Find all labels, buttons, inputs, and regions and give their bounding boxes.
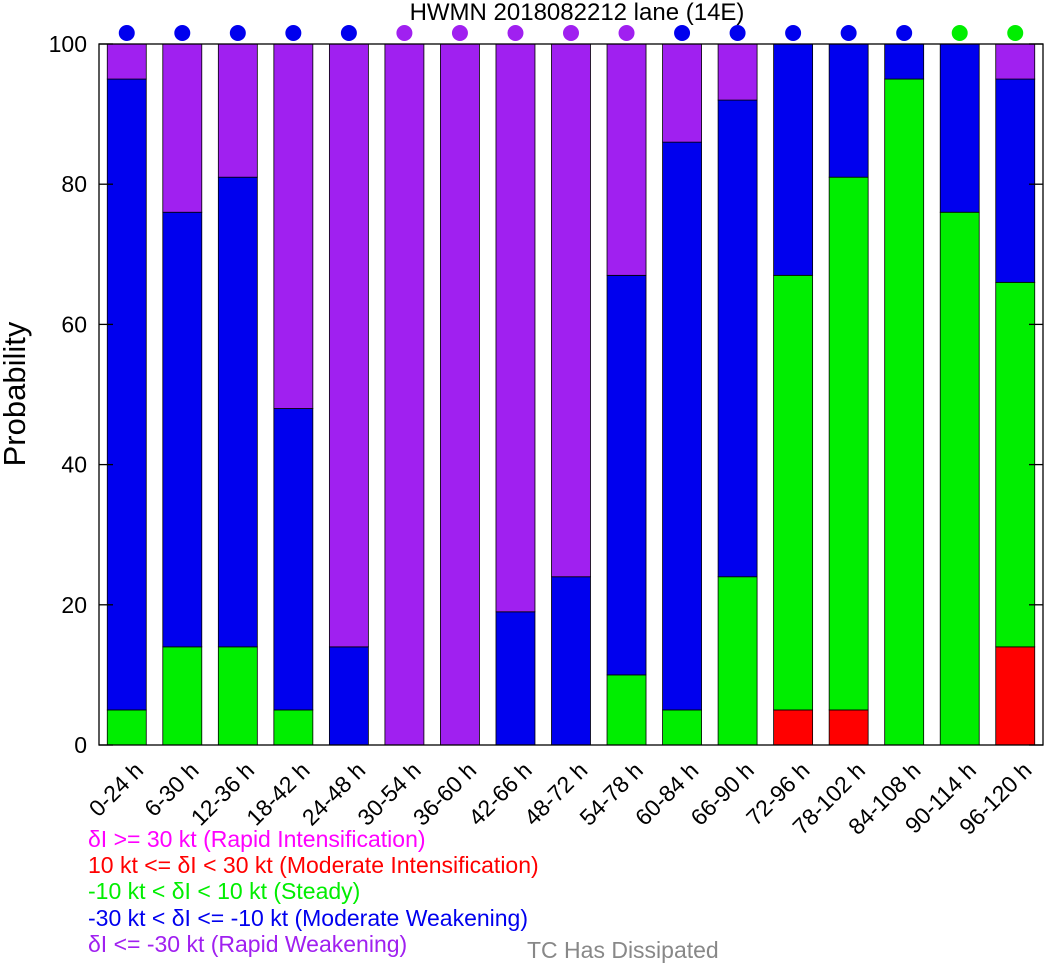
bar-mw-3	[273, 408, 314, 711]
marker-6	[451, 25, 468, 41]
bar-mw-15	[939, 43, 980, 213]
marker-12	[785, 25, 802, 41]
marker-7	[507, 25, 524, 41]
legend: δI >= 30 kt (Rapid Intensification) 10 k…	[88, 826, 539, 957]
marker-5	[396, 25, 413, 41]
bar-rw-7	[495, 43, 536, 613]
marker-10	[674, 25, 691, 41]
marker-8	[563, 25, 579, 41]
bar-rw-2	[217, 43, 258, 178]
bar-mw-0	[106, 78, 147, 711]
y-tick-label-5: 100	[49, 31, 87, 57]
dissipated-note: TC Has Dissipated	[527, 937, 719, 963]
bar-mi-16	[995, 646, 1036, 746]
bar-rw-9	[606, 43, 647, 276]
chart-title: HWMN 2018082212 lane (14E)	[410, 0, 745, 26]
bar-mi-12	[773, 709, 814, 746]
bar-steady-16	[995, 281, 1036, 648]
bar-steady-13	[828, 176, 869, 711]
bar-mi-13	[828, 709, 869, 746]
y-tick-label-1: 20	[61, 592, 87, 618]
bar-rw-6	[440, 43, 480, 746]
marker-3	[285, 25, 302, 41]
marker-4	[340, 25, 357, 41]
x-tick-label-0: 0-24 h	[84, 757, 149, 822]
marker-0	[118, 25, 135, 41]
bar-mw-13	[828, 43, 869, 178]
bar-steady-10	[662, 709, 702, 746]
marker-13	[840, 25, 857, 41]
bar-steady-2	[217, 646, 258, 746]
bar-steady-14	[884, 78, 925, 746]
bar-rw-3	[273, 43, 314, 409]
bar-mw-7	[495, 611, 536, 746]
plot-frame	[98, 43, 1044, 746]
bar-mw-11	[717, 99, 758, 578]
bar-rw-5	[384, 43, 425, 746]
bar-mw-16	[995, 78, 1036, 283]
y-ticks-group: 0 20 40 60 80 100	[49, 31, 1043, 758]
marker-2	[229, 25, 246, 41]
bar-steady-15	[939, 211, 980, 746]
bar-rw-10	[662, 43, 702, 143]
marker-15	[951, 25, 968, 41]
bars-group	[106, 43, 1036, 746]
bar-steady-0	[106, 709, 147, 746]
y-tick-label-2: 40	[61, 452, 87, 478]
bar-mw-4	[328, 646, 369, 746]
y-axis-label: Probability	[0, 321, 32, 466]
marker-11	[729, 25, 746, 41]
bar-mw-2	[217, 176, 258, 648]
bar-mw-8	[551, 576, 591, 746]
legend-item-steady: -10 kt < δI < 10 kt (Steady)	[88, 878, 361, 905]
y-tick-label-4: 80	[61, 171, 87, 197]
marker-1	[174, 25, 191, 41]
legend-item-rapid-intensification: δI >= 30 kt (Rapid Intensification)	[88, 826, 426, 852]
bar-mw-12	[773, 43, 814, 276]
bar-steady-1	[162, 646, 203, 746]
y-tick-label-3: 60	[61, 311, 87, 337]
bar-steady-9	[606, 674, 647, 746]
bar-mw-14	[884, 43, 925, 80]
legend-item-moderate-weakening: -30 kt < δI <= -10 kt (Moderate Weakenin…	[88, 904, 529, 931]
bar-rw-11	[717, 43, 758, 101]
bar-rw-1	[162, 43, 203, 213]
bar-rw-16	[995, 43, 1036, 80]
marker-9	[618, 25, 635, 41]
bar-rw-0	[106, 43, 147, 80]
bar-steady-11	[717, 576, 758, 746]
bar-steady-3	[273, 709, 314, 746]
legend-item-moderate-intensification: 10 kt <= δI < 30 kt (Moderate Intensific…	[88, 852, 539, 879]
markers-group	[118, 25, 1024, 41]
bar-rw-8	[551, 43, 591, 578]
marker-14	[896, 25, 913, 41]
bar-mw-10	[662, 141, 702, 711]
axes-group	[98, 43, 1044, 746]
y-tick-label-0: 0	[74, 732, 87, 758]
bar-mw-9	[606, 274, 647, 676]
bar-steady-12	[773, 274, 814, 711]
bar-mw-1	[162, 211, 203, 648]
bar-rw-4	[328, 43, 369, 648]
legend-item-rapid-weakening: δI <= -30 kt (Rapid Weakening)	[88, 930, 408, 957]
marker-16	[1007, 25, 1024, 41]
